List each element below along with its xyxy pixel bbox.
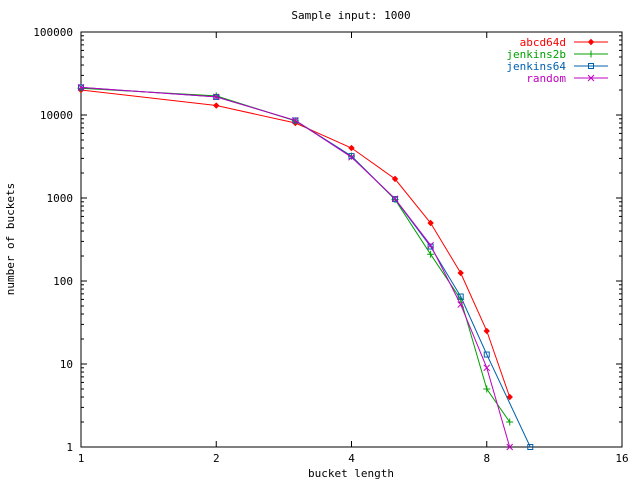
x-tick-label: 16 <box>615 452 628 465</box>
data-point-random <box>212 93 220 101</box>
legend-label: random <box>526 72 566 85</box>
data-point-abcd64d <box>483 327 490 335</box>
data-point-jenkins64 <box>527 444 534 450</box>
legend-item-jenkins64: jenkins64 <box>506 60 608 73</box>
data-point-jenkins2b <box>506 418 514 426</box>
legend-label: abcd64d <box>520 36 566 49</box>
legend-item-jenkins2b: jenkins2b <box>506 48 608 61</box>
x-tick-label: 1 <box>78 452 85 465</box>
chart-title: Sample input: 1000 <box>291 9 410 22</box>
x-axis-label: bucket length <box>308 467 394 480</box>
data-point-abcd64d <box>348 144 355 152</box>
data-point-random <box>427 241 434 249</box>
series-line-jenkins64 <box>80 86 531 448</box>
legend-marker-jenkins2b <box>587 50 595 58</box>
legend-marker-abcd64d <box>587 38 595 46</box>
legend-marker-random <box>587 74 595 82</box>
y-tick-label: 10000 <box>40 109 73 122</box>
y-tick-label: 10 <box>60 358 73 371</box>
legend-item-random: random <box>526 72 608 85</box>
x-tick-label: 4 <box>348 452 355 465</box>
data-point-abcd64d <box>427 219 434 227</box>
data-point-jenkins2b <box>483 385 491 393</box>
data-point-random <box>457 301 465 308</box>
series-line-jenkins2b <box>80 87 511 423</box>
data-point-jenkins64 <box>392 196 399 203</box>
y-tick-label: 100 <box>53 275 73 288</box>
series-jenkins64 <box>78 84 534 450</box>
y-tick-label: 1000 <box>47 192 74 205</box>
data-point-abcd64d <box>506 393 513 401</box>
legend-item-abcd64d: abcd64d <box>520 36 608 49</box>
y-tick-label: 100000 <box>33 26 73 39</box>
data-point-abcd64d <box>391 175 399 183</box>
data-point-random <box>483 364 491 372</box>
plot-frame <box>80 31 623 448</box>
x-tick-label: 2 <box>213 452 220 465</box>
data-point-random <box>506 443 514 451</box>
data-point-jenkins64 <box>427 243 434 250</box>
legend-label: jenkins64 <box>506 60 566 73</box>
legend-marker-jenkins64 <box>588 63 594 69</box>
data-point-random <box>391 195 399 203</box>
data-point-random <box>77 84 85 91</box>
series-line-random <box>80 86 511 448</box>
series-layer <box>77 84 534 451</box>
series-random <box>77 84 514 451</box>
data-point-jenkins64 <box>483 351 490 358</box>
data-point-random <box>292 117 299 124</box>
series-jenkins2b <box>77 84 514 426</box>
axis-ticks: 1 2 4 8 16 1 10 100 1000 10000 100000 <box>33 26 628 465</box>
x-tick-label: 8 <box>483 452 490 465</box>
y-axis-label: number of buckets <box>4 183 17 296</box>
series-line-abcd64d <box>80 89 511 398</box>
legend-label: jenkins2b <box>506 48 566 61</box>
data-point-random <box>348 153 355 161</box>
data-point-jenkins64 <box>457 293 464 300</box>
series-abcd64d <box>77 86 513 401</box>
y-tick-label: 1 <box>66 441 73 454</box>
data-point-jenkins2b <box>427 250 435 258</box>
data-point-jenkins64 <box>292 117 299 124</box>
data-point-abcd64d <box>213 102 220 109</box>
data-point-abcd64d <box>457 269 464 277</box>
